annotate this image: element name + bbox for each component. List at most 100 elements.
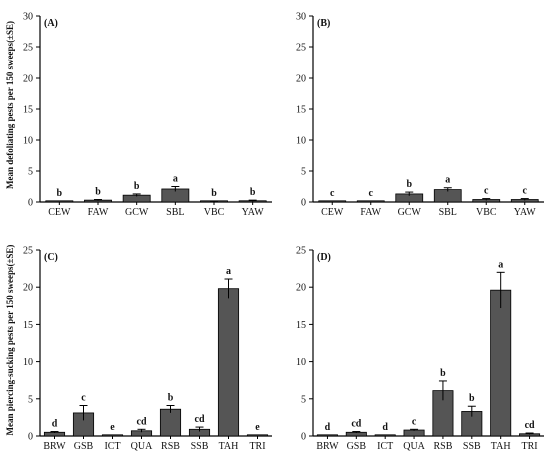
significance-letter: d [52,419,58,430]
significance-letter: c [369,188,374,199]
category-label: FAW [88,207,109,218]
significance-letter: b [469,393,475,404]
category-label: BRW [43,441,66,452]
panel-label: (C) [44,252,58,263]
bar [490,289,512,437]
significance-letter: d [325,422,331,433]
panel-label: (D) [317,252,331,263]
significance-letter: cd [351,419,361,430]
category-label: VBC [204,207,225,218]
panel-label: (B) [317,18,330,29]
y-tick-label: 10 [23,357,33,368]
significance-letter: cd [137,416,147,427]
y-axis-label-bottom: Mean piercing-sucking pests per 150 swee… [5,245,15,436]
category-label: RSB [161,441,180,452]
y-tick-label: 5 [28,167,33,178]
significance-letter: a [226,266,231,277]
bar [356,200,385,203]
y-tick-label: 10 [296,357,306,368]
y-tick-label: 10 [23,136,33,147]
significance-letter: b [134,181,140,192]
significance-letter: cd [525,420,535,431]
significance-letter: b [57,188,63,199]
bar [217,288,240,437]
significance-letter: a [445,175,450,186]
category-label: ICT [377,441,393,452]
y-axis-label-top: Mean defoliating pests per 150 sweeps(±S… [5,21,15,189]
significance-letter: cd [195,414,205,425]
significance-letter: e [255,422,260,433]
category-label: TRI [522,441,538,452]
category-label: SSB [463,441,481,452]
y-tick-label: 20 [296,283,306,294]
bar [246,434,269,437]
category-label: SBL [166,207,184,218]
category-label: TAH [219,441,239,452]
category-label: GCW [125,207,149,218]
y-tick-label: 0 [28,198,33,209]
y-tick-label: 25 [296,246,306,257]
bar [316,434,338,437]
y-tick-label: 15 [23,105,33,116]
y-tick-label: 5 [28,394,33,405]
y-tick-label: 15 [296,105,306,116]
significance-letter: c [412,416,417,427]
category-label: CEW [48,207,71,218]
significance-letter: d [382,422,388,433]
panel-0: 0 5 10 15 20 25 30 (A) b CEW b FAW b GCW a SBL b VBC b YAW [23,12,272,218]
bar [374,434,396,437]
y-tick-label: 25 [23,43,33,54]
y-tick-label: 30 [23,12,33,23]
category-label: RSB [433,441,452,452]
y-tick-label: 5 [301,394,306,405]
category-label: GSB [74,441,94,452]
category-label: TAH [491,441,511,452]
category-label: SBL [439,207,457,218]
category-label: ICT [104,441,120,452]
category-label: QUA [131,441,153,452]
category-label: TRI [249,441,265,452]
bar [45,200,74,203]
y-tick-label: 0 [28,432,33,443]
category-label: VBC [476,207,497,218]
y-tick-label: 20 [23,74,33,85]
y-tick-label: 20 [23,283,33,294]
significance-letter: a [498,259,503,270]
significance-letter: b [406,179,412,190]
significance-letter: c [330,188,335,199]
y-tick-label: 0 [301,198,306,209]
category-label: YAW [514,207,537,218]
panels: 0 5 10 15 20 25 30 (A) b CEW b FAW b GCW a SBL b VBC b YAW 0… [23,12,544,452]
significance-letter: c [484,186,489,197]
y-tick-label: 15 [23,320,33,331]
y-tick-label: 15 [296,320,306,331]
category-label: FAW [360,207,381,218]
category-label: BRW [316,441,339,452]
significance-letter: c [523,186,528,197]
significance-letter: b [95,187,101,198]
panel-label: (A) [44,18,58,29]
y-tick-label: 25 [23,246,33,257]
significance-letter: c [81,392,86,403]
significance-letter: a [173,174,178,185]
category-label: GSB [347,441,367,452]
bar [159,408,182,437]
category-label: QUA [403,441,425,452]
panel-1: 0 5 10 15 20 25 30 (B) c CEW c FAW b GCW a SBL c VBC c YAW [296,12,544,218]
category-label: SSB [191,441,209,452]
category-label: CEW [321,207,344,218]
bar [403,429,425,437]
bar [101,434,124,437]
significance-letter: e [110,422,115,433]
y-tick-label: 10 [296,136,306,147]
y-tick-label: 30 [296,12,306,23]
significance-letter: b [440,368,446,379]
panel-3: 0 5 10 15 20 25 (D) d BRW cd GSB d ICT c QUA b RSB b SSB a T… [296,246,544,452]
category-label: GCW [398,207,422,218]
y-tick-label: 5 [301,167,306,178]
y-tick-label: 0 [301,432,306,443]
significance-letter: b [250,187,256,198]
y-tick-label: 20 [296,74,306,85]
category-label: YAW [242,207,265,218]
